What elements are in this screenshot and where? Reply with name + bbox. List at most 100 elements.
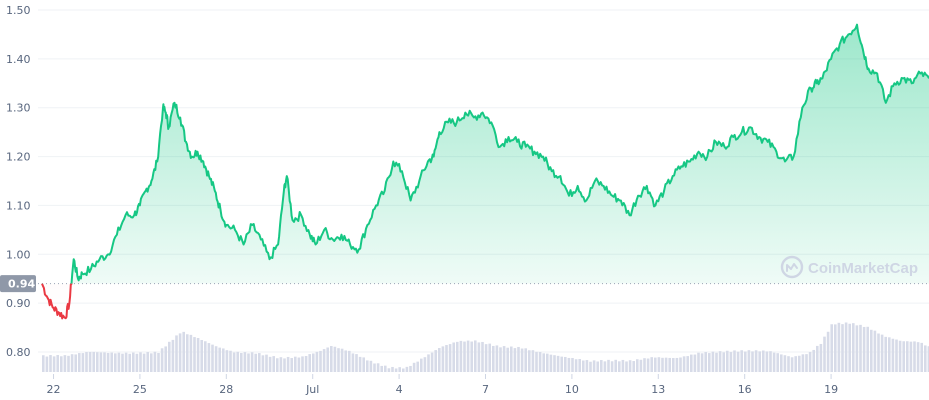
volume-bar bbox=[276, 358, 279, 372]
volume-bar bbox=[139, 352, 142, 372]
volume-bar bbox=[916, 342, 920, 372]
volume-bar bbox=[888, 337, 891, 372]
y-tick-label: 1.40 bbox=[6, 53, 31, 66]
volume-bar bbox=[445, 345, 448, 372]
volume-bar bbox=[236, 351, 239, 372]
volume-bar bbox=[463, 341, 466, 372]
volume-bar bbox=[290, 358, 293, 372]
volume-bar bbox=[484, 344, 488, 372]
x-tick-label: 7 bbox=[482, 383, 489, 396]
volume-bar bbox=[466, 340, 470, 372]
volume-bar bbox=[513, 348, 517, 372]
volume-bar bbox=[49, 355, 52, 372]
price-line-up bbox=[41, 23, 929, 284]
volume-bar bbox=[178, 333, 182, 372]
volume-bar bbox=[369, 360, 373, 372]
volume-bar bbox=[254, 353, 257, 372]
volume-bar bbox=[261, 355, 265, 372]
volume-bar bbox=[675, 357, 679, 372]
volume-bar bbox=[333, 346, 337, 372]
volume-bar bbox=[315, 351, 319, 372]
volume-bar bbox=[733, 350, 736, 372]
volume-bar bbox=[409, 365, 412, 372]
volume-bar bbox=[880, 334, 884, 372]
volume-bar bbox=[142, 353, 146, 372]
volume-bar bbox=[459, 340, 463, 372]
volume-bar bbox=[430, 352, 434, 372]
volume-bar bbox=[920, 342, 923, 372]
y-tick-label: 1.00 bbox=[6, 248, 31, 261]
volume-bar bbox=[85, 352, 88, 372]
volume-bar bbox=[96, 352, 99, 372]
volume-bar bbox=[81, 353, 85, 372]
volume-bar bbox=[157, 352, 160, 372]
y-tick-label: 1.30 bbox=[6, 102, 31, 115]
volume-bar bbox=[477, 342, 481, 372]
volume-bar bbox=[272, 356, 275, 372]
volume-bar bbox=[297, 357, 301, 372]
volume-bar bbox=[628, 360, 632, 372]
volume-bar bbox=[312, 353, 315, 372]
volume-bar bbox=[258, 353, 261, 372]
volume-bar bbox=[510, 346, 513, 372]
volume-bar bbox=[448, 344, 452, 372]
y-tick-label: 1.10 bbox=[6, 199, 31, 212]
volume-bar bbox=[744, 351, 747, 372]
volume-bar bbox=[182, 331, 185, 372]
volume-bar bbox=[711, 351, 715, 372]
volume-bar bbox=[193, 337, 196, 372]
volume-bar bbox=[146, 352, 149, 372]
volume-bar bbox=[423, 357, 427, 372]
volume-bar bbox=[502, 346, 506, 372]
volume-bar bbox=[438, 348, 441, 372]
volume-bar bbox=[873, 330, 877, 372]
x-tick-label: 25 bbox=[133, 383, 147, 396]
x-tick-label: 22 bbox=[47, 383, 61, 396]
volume-bar bbox=[808, 351, 812, 372]
x-tick-label: 13 bbox=[651, 383, 665, 396]
volume-bar bbox=[207, 343, 211, 372]
volume-bar bbox=[394, 368, 398, 372]
volume-bar bbox=[420, 358, 423, 372]
volume-bar bbox=[805, 354, 808, 372]
volume-bar bbox=[668, 357, 671, 372]
volume-bar bbox=[412, 362, 416, 372]
volume-bar bbox=[560, 356, 563, 372]
volume-bar bbox=[376, 363, 380, 372]
volume-bar bbox=[870, 329, 873, 372]
volume-bar bbox=[405, 366, 409, 372]
volume-bar bbox=[841, 324, 844, 372]
y-tick-label: 0.80 bbox=[6, 346, 31, 359]
volume-bar bbox=[229, 350, 232, 372]
volume-bar bbox=[704, 352, 707, 372]
volume-bar bbox=[45, 356, 49, 372]
volume-bar bbox=[92, 351, 95, 372]
volume-bar bbox=[924, 345, 927, 372]
volume-bar bbox=[348, 350, 351, 372]
volume-bar bbox=[657, 357, 661, 372]
watermark-text: CoinMarketCap bbox=[808, 260, 918, 277]
volume-bar bbox=[639, 359, 643, 372]
volume-bar bbox=[837, 322, 841, 372]
volume-bar bbox=[852, 323, 855, 372]
baseline-badge: 0.94 bbox=[0, 275, 36, 293]
volume-bar bbox=[243, 352, 247, 372]
volume-bar bbox=[812, 349, 815, 372]
x-tick-label: 4 bbox=[396, 383, 403, 396]
volume-bar bbox=[294, 356, 297, 372]
volume-bar bbox=[927, 346, 929, 372]
volume-bar bbox=[790, 357, 794, 372]
volume-bar bbox=[319, 350, 322, 372]
volume-bar bbox=[747, 350, 751, 372]
volume-bar bbox=[614, 359, 617, 372]
volume-bar bbox=[535, 351, 538, 372]
volume-bar bbox=[830, 324, 833, 372]
volume-bar bbox=[574, 359, 578, 372]
volume-bar bbox=[495, 345, 499, 372]
volume-bar bbox=[132, 352, 135, 372]
volume-bar bbox=[672, 358, 675, 372]
volume-bars bbox=[42, 322, 929, 372]
volume-bar bbox=[823, 336, 826, 372]
volume-bar bbox=[499, 347, 502, 372]
